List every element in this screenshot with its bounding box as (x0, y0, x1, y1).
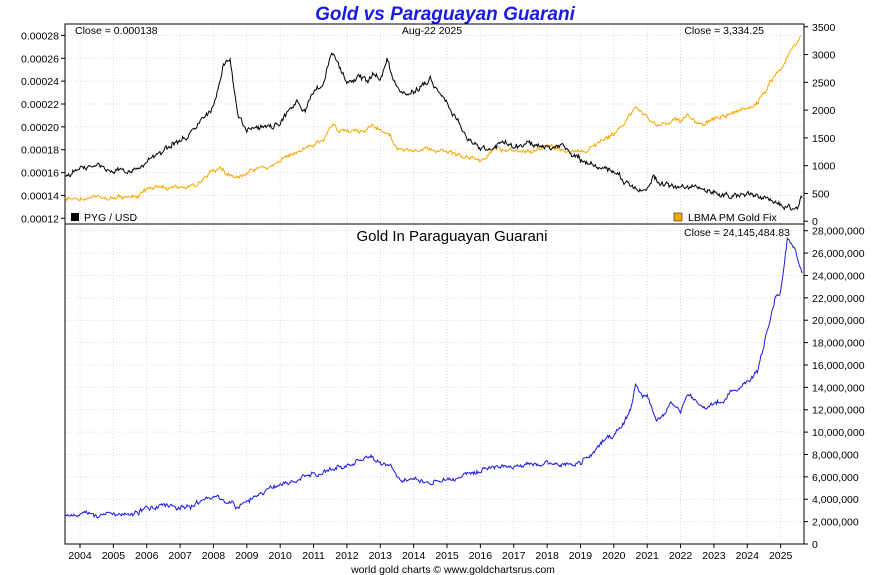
legend-swatch-gold (673, 212, 683, 222)
tick-label-right-bottom-4: 8,000,000 (812, 449, 859, 461)
top-right-axis: 0 500 1000 1500 2000 2500 3000 3500 (804, 22, 836, 228)
bottom-panel-frame (64, 223, 805, 545)
tick-label-right-top-5: 2500 (812, 77, 836, 89)
tick-label-left-3: 0.00018 (21, 145, 59, 157)
tick-label-right-bottom-1: 2,000,000 (812, 517, 859, 529)
pyg-gold-close-label: Close = 24,145,484.83 (684, 227, 790, 239)
tick-label-left-7: 0.00026 (21, 53, 59, 65)
gold-close-label: Close = 3,334.25 (684, 25, 764, 37)
pyg-close-label: Close = 0.000138 (75, 25, 158, 37)
tick-label-x-9: 2013 (369, 550, 393, 562)
series-line-pyg-usd (64, 52, 803, 211)
series-line-gold-usd (64, 35, 802, 202)
tick-label-right-bottom-10: 20,000,000 (812, 315, 865, 327)
tick-label-x-20: 2024 (736, 550, 760, 562)
tick-label-x-17: 2021 (636, 550, 660, 562)
tick-label-right-bottom-5: 10,000,000 (812, 427, 865, 439)
tick-label-right-top-6: 3000 (812, 50, 836, 62)
tick-label-right-top-1: 500 (812, 188, 830, 200)
tick-label-x-12: 2016 (469, 550, 493, 562)
tick-label-left-0: 0.00012 (21, 213, 59, 225)
tick-label-x-0: 2004 (68, 550, 92, 562)
tick-label-right-bottom-6: 12,000,000 (812, 405, 865, 417)
tick-label-x-5: 2009 (235, 550, 259, 562)
tick-label-x-4: 2008 (202, 550, 226, 562)
x-axis: 2004 2005 2006 2007 2008 2009 2010 2011 2012 2013… (68, 544, 792, 562)
tick-label-x-18: 2022 (669, 550, 693, 562)
tick-label-right-bottom-2: 4,000,000 (812, 494, 859, 506)
tick-label-x-11: 2015 (435, 550, 459, 562)
tick-label-x-3: 2007 (168, 550, 192, 562)
tick-label-right-bottom-14: 28,000,000 (812, 226, 865, 238)
bottom-panel-title: Gold In Paraguayan Guarani (357, 228, 548, 245)
tick-label-x-7: 2011 (302, 550, 325, 562)
tick-label-x-2: 2006 (135, 550, 159, 562)
bottom-panel: Gold In Paraguayan Guarani Close = 24,14… (64, 223, 865, 551)
tick-label-left-6: 0.00024 (21, 76, 59, 88)
date-label: Aug-22 2025 (402, 25, 462, 37)
top-panel: Close = 0.000138 Aug-22 2025 Close = 3,3… (21, 22, 835, 228)
tick-label-right-top-0: 0 (812, 216, 818, 228)
tick-label-left-8: 0.00028 (21, 30, 59, 42)
legend-label-gold: LBMA PM Gold Fix (688, 212, 777, 224)
tick-label-right-top-3: 1500 (812, 133, 836, 145)
tick-label-x-10: 2014 (402, 550, 426, 562)
top-left-axis: 0.00012 0.00014 0.00016 0.00018 0.00020 0.000… (21, 30, 65, 225)
tick-label-x-21: 2025 (769, 550, 793, 562)
tick-label-x-1: 2005 (102, 550, 126, 562)
tick-label-left-1: 0.00014 (21, 190, 59, 202)
tick-label-right-top-7: 3500 (812, 22, 836, 34)
tick-label-x-8: 2012 (335, 550, 359, 562)
legend-swatch-pyg (71, 213, 79, 221)
tick-label-right-bottom-8: 16,000,000 (812, 360, 865, 372)
chart-credit: world gold charts © www.goldchartsrus.co… (350, 564, 555, 575)
tick-label-right-bottom-7: 14,000,000 (812, 382, 865, 394)
tick-label-x-13: 2017 (502, 550, 526, 562)
tick-label-right-bottom-13: 26,000,000 (812, 248, 865, 260)
tick-label-x-15: 2019 (569, 550, 593, 562)
top-panel-frame (64, 23, 805, 225)
tick-label-right-bottom-12: 24,000,000 (812, 270, 865, 282)
tick-label-left-5: 0.00022 (21, 99, 59, 111)
bottom-grid (65, 224, 804, 544)
bottom-right-axis: 0 2,000,000 4,000,000 6,000,000 8,000,000 10,… (804, 226, 865, 551)
tick-label-left-4: 0.00020 (21, 122, 59, 134)
tick-label-x-19: 2023 (702, 550, 726, 562)
tick-label-right-top-4: 2000 (812, 105, 836, 117)
top-grid (65, 24, 804, 224)
tick-label-x-14: 2018 (535, 550, 559, 562)
tick-label-right-bottom-0: 0 (812, 539, 818, 551)
tick-label-x-6: 2010 (269, 550, 293, 562)
chart-title: Gold vs Paraguayan Guarani (315, 4, 575, 25)
tick-label-right-top-2: 1000 (812, 161, 836, 173)
tick-label-x-16: 2020 (602, 550, 626, 562)
tick-label-right-bottom-3: 6,000,000 (812, 472, 859, 484)
tick-label-right-bottom-11: 22,000,000 (812, 293, 865, 305)
tick-label-left-2: 0.00016 (21, 168, 59, 180)
series-line-gold-in-pyg (64, 236, 803, 519)
legend-label-pyg: PYG / USD (84, 212, 138, 224)
tick-label-right-bottom-9: 18,000,000 (812, 338, 865, 350)
